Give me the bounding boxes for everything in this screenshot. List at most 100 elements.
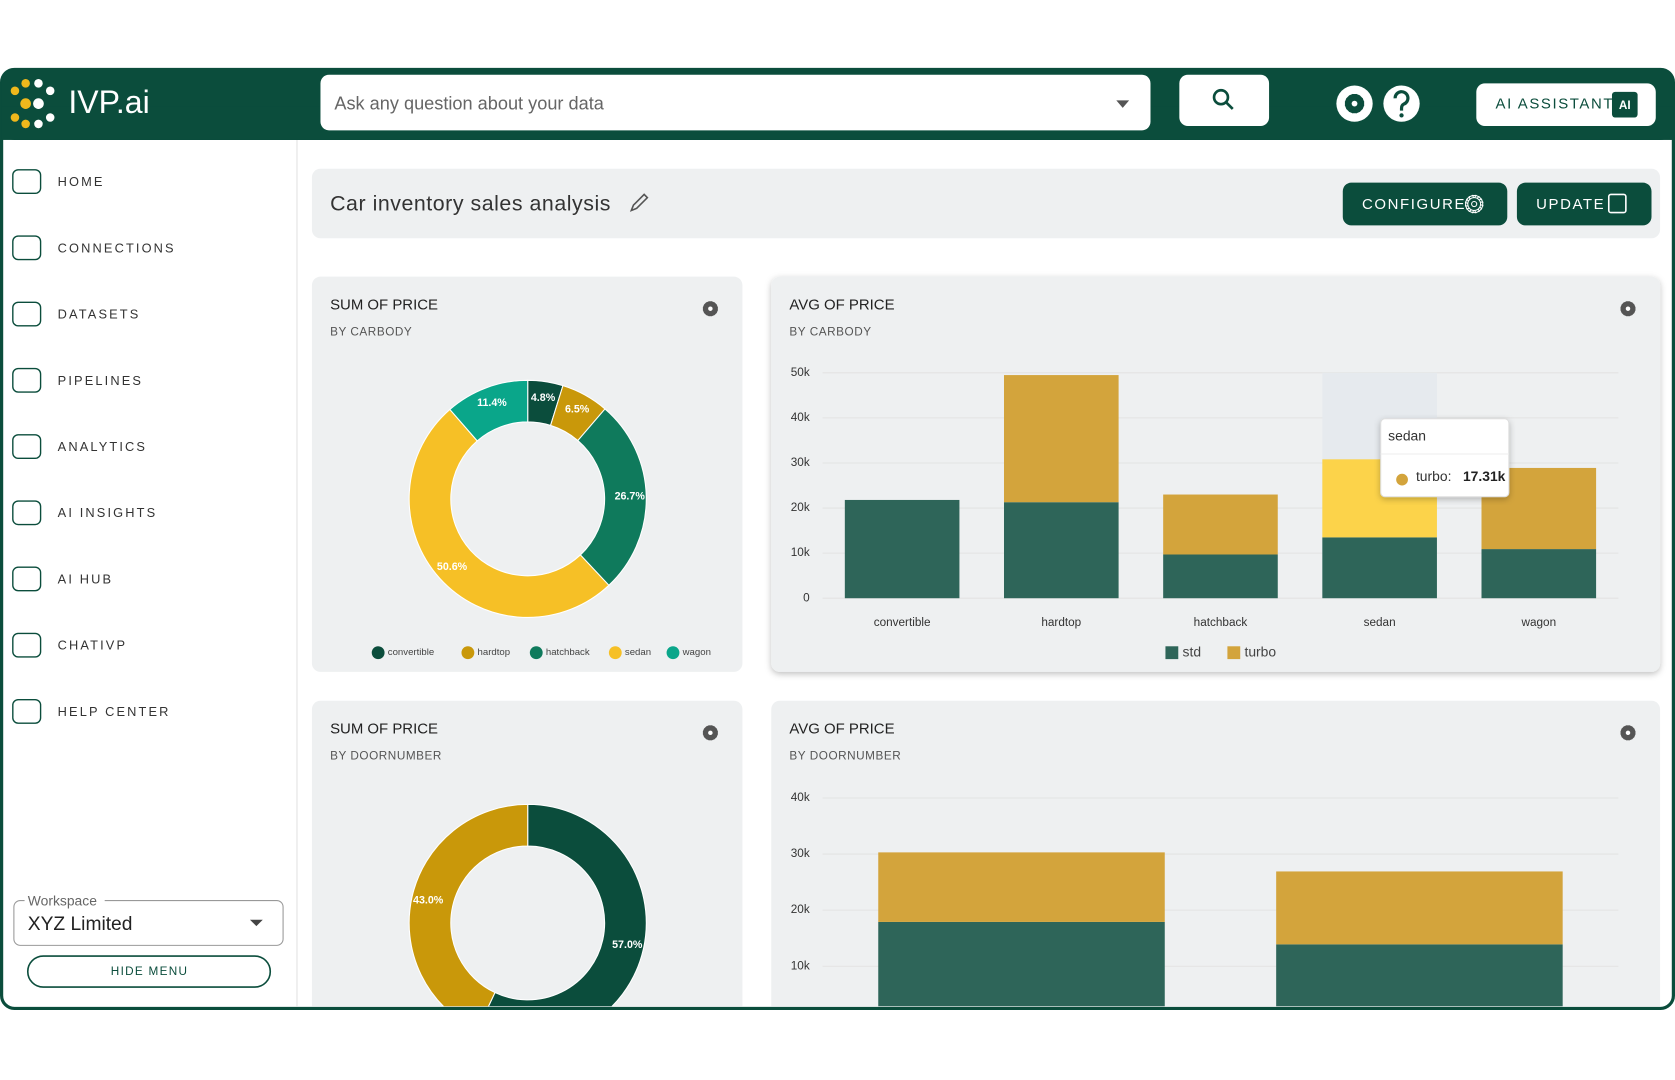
search-icon xyxy=(1212,88,1234,110)
y-tick-label: 10k xyxy=(791,546,810,559)
x-tick-label: convertible xyxy=(874,616,931,629)
hide-menu-label: HIDE MENU xyxy=(111,965,188,978)
legend-swatch xyxy=(1227,646,1241,660)
gear-hole xyxy=(1351,100,1358,107)
nav-label: CONNECTIONS xyxy=(58,240,176,255)
slice-label: 57.0% xyxy=(612,939,643,951)
nav-label: DATASETS xyxy=(58,307,141,322)
gear-body xyxy=(1467,197,1482,211)
tooltip-title: sedan xyxy=(1388,428,1426,444)
legend-swatch xyxy=(371,646,385,660)
charts-area: SUM OF PRICE BY CARBODY 4.8% 6.5% 26.7% 50.6%… xyxy=(311,276,1661,1007)
workspace-dropdown xyxy=(249,919,263,927)
nav-item[interactable]: CHATIVP xyxy=(12,632,127,658)
gear-hole xyxy=(1471,200,1478,208)
legend-label: sedan xyxy=(625,647,651,658)
donut-slice xyxy=(487,803,647,1007)
nav-label: ANALYTICS xyxy=(58,439,147,454)
nav-item[interactable]: HOME xyxy=(12,169,105,195)
legend-swatch xyxy=(1165,646,1179,660)
save-icon xyxy=(1607,193,1627,214)
chart-title: AVG OF PRICE xyxy=(789,721,894,738)
x-tick-label: wagon xyxy=(1520,616,1556,629)
tooltip-box xyxy=(1380,418,1510,498)
workspace-value: XYZ Limited xyxy=(28,914,133,935)
ai-assistant-button[interactable] xyxy=(1476,83,1656,127)
nav-icon xyxy=(12,632,42,658)
bar-segment xyxy=(844,499,960,599)
slice-label: 6.5% xyxy=(565,403,590,415)
chart-panel xyxy=(311,276,743,672)
logo-icon xyxy=(10,79,55,129)
nav-label: HELP CENTER xyxy=(58,704,171,719)
legend-label: wagon xyxy=(682,647,711,658)
y-tick-label: 40k xyxy=(791,411,810,424)
nav-icon xyxy=(12,367,42,393)
nav-label: CHATIVP xyxy=(58,638,127,653)
legend-label: std xyxy=(1183,643,1202,659)
chart-title: AVG OF PRICE xyxy=(789,296,894,313)
search-box[interactable] xyxy=(320,74,1151,131)
legend-label: hardtop xyxy=(478,647,511,658)
y-tick-label: 10k xyxy=(791,959,810,972)
bar-segment xyxy=(1276,871,1563,945)
nav-item[interactable]: AI HUB xyxy=(12,566,113,592)
nav-item[interactable]: DATASETS xyxy=(12,301,141,327)
help-button[interactable] xyxy=(1383,85,1420,122)
slice-label: 43.0% xyxy=(413,895,444,907)
legend-label: hatchback xyxy=(546,647,590,658)
donut-slice xyxy=(449,379,529,442)
nav-item[interactable]: AI INSIGHTS xyxy=(12,500,158,526)
x-tick-label: sedan xyxy=(1364,616,1396,629)
gear-icon xyxy=(1344,93,1365,114)
logo-text: IVP.ai xyxy=(68,84,149,120)
bar-segment xyxy=(1322,537,1437,599)
chart-subtitle: BY CARBODY xyxy=(330,325,412,338)
configure-button[interactable] xyxy=(1342,182,1508,226)
workspace-select[interactable] xyxy=(13,899,284,946)
gear-icon xyxy=(702,301,718,317)
help-icon-dot xyxy=(1399,113,1404,118)
nav-item[interactable]: PIPELINES xyxy=(12,367,143,393)
nav-icon xyxy=(12,301,42,327)
legend-swatch xyxy=(529,646,543,660)
nav-label: HOME xyxy=(58,174,105,189)
y-tick-label: 20k xyxy=(791,903,810,916)
nav-label: PIPELINES xyxy=(58,373,143,388)
nav-item[interactable]: CONNECTIONS xyxy=(12,235,176,261)
donut-slice xyxy=(408,408,610,618)
bar-segment xyxy=(1003,502,1119,599)
update-label: UPDATE xyxy=(1536,196,1605,213)
ai-chip xyxy=(1611,91,1638,118)
search-dropdown[interactable] xyxy=(1116,100,1130,108)
ai-chip-label: AI xyxy=(1619,99,1631,112)
nav-icon xyxy=(12,169,42,195)
nav-item[interactable]: HELP CENTER xyxy=(12,699,171,724)
bar-segment xyxy=(1481,549,1597,599)
legend-swatch xyxy=(461,646,475,660)
nav-label: AI HUB xyxy=(58,571,113,586)
gear-icon xyxy=(1620,725,1636,741)
nav-label: AI INSIGHTS xyxy=(58,505,158,520)
chart-panel xyxy=(771,276,1661,672)
nav-icon xyxy=(12,434,42,459)
y-tick-label: 20k xyxy=(791,501,810,514)
search-button[interactable] xyxy=(1179,74,1270,127)
tooltip-label: turbo: xyxy=(1416,468,1451,484)
chart-subtitle: BY CARBODY xyxy=(789,325,871,338)
legend-swatch xyxy=(608,646,622,660)
edit-icon[interactable] xyxy=(629,193,649,212)
ai-assistant-label: AI ASSISTANT xyxy=(1496,96,1615,113)
slice-label: 50.6% xyxy=(437,561,468,573)
bar-segment xyxy=(878,852,1165,922)
nav-icon xyxy=(12,566,42,592)
update-button[interactable] xyxy=(1516,182,1652,226)
bar-segment xyxy=(1003,375,1119,503)
legend-label: turbo xyxy=(1244,643,1276,659)
chart-title: SUM OF PRICE xyxy=(330,721,438,738)
nav-item[interactable]: ANALYTICS xyxy=(12,434,147,459)
hide-menu-button[interactable] xyxy=(26,955,272,988)
y-tick-label: 30k xyxy=(791,456,810,469)
x-tick-label: hardtop xyxy=(1041,616,1081,629)
